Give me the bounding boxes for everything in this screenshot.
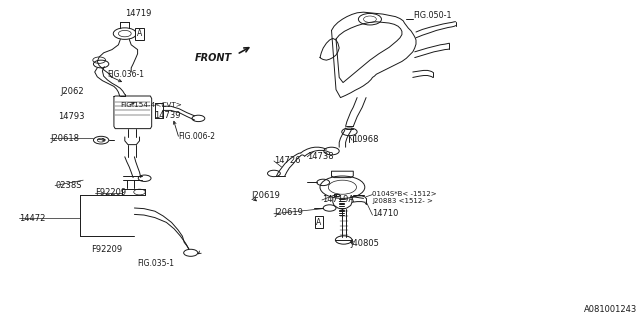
Text: 0238S: 0238S [55, 181, 81, 190]
Text: J20618: J20618 [50, 134, 79, 143]
Text: J20619: J20619 [274, 208, 303, 217]
Text: A: A [137, 29, 142, 38]
Text: J40805: J40805 [351, 239, 380, 248]
Text: 14710: 14710 [372, 209, 399, 218]
Text: 14472: 14472 [19, 214, 45, 223]
Text: 14726: 14726 [274, 156, 300, 164]
Text: 10968: 10968 [352, 135, 378, 144]
Text: J2062: J2062 [61, 87, 84, 96]
Text: 0104S*B< -1512>: 0104S*B< -1512> [372, 191, 437, 196]
Text: FRONT: FRONT [195, 53, 232, 63]
Text: J20619: J20619 [252, 191, 280, 200]
Text: F92209: F92209 [91, 245, 122, 254]
Text: 14719: 14719 [125, 9, 152, 18]
Text: 14738: 14738 [307, 152, 334, 161]
Text: F92209: F92209 [95, 188, 126, 197]
Text: A: A [316, 218, 321, 227]
Text: 14793: 14793 [58, 112, 84, 121]
Text: FIG.036-1: FIG.036-1 [108, 70, 145, 79]
Text: FIG.035-1: FIG.035-1 [138, 260, 175, 268]
Text: J20883 <1512- >: J20883 <1512- > [372, 198, 433, 204]
Text: FIG.154-4<CVT>: FIG.154-4<CVT> [120, 102, 182, 108]
Text: A081001243: A081001243 [584, 305, 637, 314]
Text: FIG.006-2: FIG.006-2 [178, 132, 215, 141]
Text: 14719A: 14719A [322, 195, 354, 204]
Text: FIG.050-1: FIG.050-1 [413, 11, 451, 20]
Text: 14739: 14739 [154, 111, 180, 120]
